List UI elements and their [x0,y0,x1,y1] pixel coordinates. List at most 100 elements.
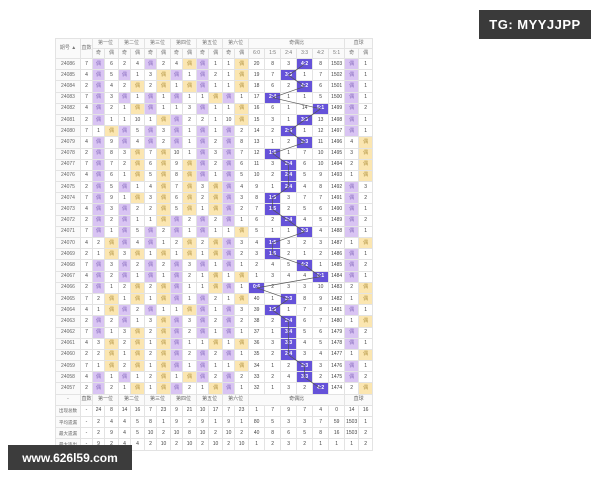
data-cell: 偶 [222,181,236,194]
table-row[interactable]: 24061 4 3 偶 2 偶 1 偶偶 1 1 偶 1 偶 36 3 3:3 4 5 1478 偶 1 [55,337,374,350]
stats-cell: 10 [222,427,236,440]
data-cell: 6 [312,80,330,93]
count-cell: 4 [80,203,93,216]
data-cell: 偶 [118,371,132,384]
issue-number: 24066 [55,281,81,294]
table-row[interactable]: 24073 4 偶 3 偶 2 2 偶 5 偶 1 偶偶 2 7 1:5 2 5 6 1490 偶 1 [55,203,374,216]
data-cell: 偶 [156,326,172,339]
stats-cell: 4 [312,404,330,418]
data-cell: 2 [234,203,250,216]
data-cell: 37 [248,326,266,339]
sub-header-odd: 奇 [144,48,158,59]
stats-cell: 0 [328,404,346,418]
data-cell: 1485 [328,259,346,272]
table-row[interactable]: 24063 2 偶 2 偶 1 3 偶偶 3 偶 2 偶 2 38 2 2:4 6 7 1480 1 偶 [55,315,374,328]
table-row[interactable]: 24067 4 偶 2 偶 1 偶 1 偶 2 1 偶 1 偶 1 3 4 4 5:1 1484 偶 1 [55,270,374,283]
data-cell: 1 [358,69,374,82]
table-row[interactable]: 24057 2 偶 2 1 偶 1 偶偶 2 1 偶偶 1 32 1 3 2 4:2 1474 2 偶 [55,382,374,395]
data-cell: 2 [182,326,198,339]
data-cell: 1475 [328,371,346,384]
table-row[interactable]: 24068 7 偶 3 偶 2 偶 2 偶 3 偶 1 偶 1 2 4 5 4:2 1 1485 偶 2 [55,259,374,272]
data-cell: 1 [196,91,210,104]
table-row[interactable]: 24064 4 1 偶偶 2 偶 1 1 偶偶 1 偶 3 39 1:5 1 7 8 1481 偶 1 [55,304,374,317]
count-cell: 7 [80,259,93,272]
data-cell: 偶 [196,292,210,306]
table-row[interactable]: 24076 4 偶 6 1 偶 5 偶 8 偶偶 1 偶 5 10 2 2:4 5 9 1493 1 偶 [55,169,374,183]
table-row[interactable]: 24086 7 偶 6 2 4 偶 2 4 偶偶 1 1 偶 20 8 3 4:2 8 1503 偶 1 [55,57,374,71]
data-cell: 1486 [328,248,346,261]
data-cell: 1 [144,113,158,127]
table-row[interactable]: 24079 4 偶 9 偶 4 偶 2 偶 1 偶 2 偶 8 13 1 2 3:3 11 1496 4 偶 [55,136,374,149]
table-row[interactable]: 24074 7 偶 9 1 偶 3 偶 6 偶 2 偶偶 3 8 1:5 3 7 7 1491 偶 2 [55,192,374,205]
data-cell: 偶 [222,169,236,183]
tg-watermark: TG: MYYJJPP [479,10,591,39]
issue-header[interactable]: 期号 ▲ [55,38,81,59]
stats-label: 出现总数 [55,404,81,418]
data-cell: 5 [130,225,146,239]
data-cell: 33 [248,371,266,384]
data-cell: 3 [358,181,374,194]
data-cell: 2 [208,69,224,82]
ratio-col-header: 3:3 [296,48,314,59]
table-row[interactable]: 24062 7 偶 1 3 偶 2 偶偶 2 偶 1 偶 1 37 1 3:4 5 6 1479 偶 2 [55,326,374,339]
data-cell: 1 [344,348,360,362]
table-row[interactable]: 24069 2 1 偶 3 偶 1 偶 1 偶 1 偶偶 2 3 1:5 2 1 2 1486 偶 1 [55,248,374,261]
table-row[interactable]: 24083 7 偶 3 偶 1 偶 1 偶 1 1 偶偶 1 17 2:4 1 1 5 1500 偶 1 [55,91,374,104]
table-row[interactable]: 24071 7 偶 1 偶 5 偶 2 偶 1 偶 1 1 偶 5 1 1 3:3 4 1488 偶 1 [55,225,374,239]
ratio-hit-cell: 3:4 [280,326,298,339]
data-cell: 2 [156,136,172,149]
data-cell: 偶 [208,236,224,250]
count-cell: 7 [80,91,93,104]
stats-cell: 2 [358,438,374,451]
data-cell: 1481 [328,304,346,317]
data-cell: 1 [92,360,105,373]
data-cell: 偶 [344,337,360,350]
table-row[interactable]: 24078 2 偶 8 3 偶 7 偶 10 1 偶 3 偶 7 12 1:5 1 7 10 1495 3 偶 [55,147,374,160]
table-row[interactable]: 24077 7 偶 7 2 偶 6 偶 9 偶偶 2 偶 6 11 3 2:4 6 10 1494 2 偶 [55,158,374,171]
data-cell: 偶 [92,80,105,93]
data-cell: 1 [182,136,198,149]
table-row[interactable]: 24075 2 偶 5 偶 1 4 偶 7 偶 3 偶偶 4 9 1 2:4 4 8 1492 偶 3 [55,181,374,194]
data-cell: 9 [312,169,330,183]
data-cell: 2 [234,125,250,138]
table-row[interactable]: 24059 7 1 偶 2 偶 1 偶偶 1 偶 1 1 偶 34 1 2 3:3 3 1476 偶 1 [55,360,374,373]
table-row[interactable]: 24066 2 偶 1 2 偶 2 偶偶 1 1 偶偶 1 0:6 2 3 3 10 1483 2 偶 [55,281,374,294]
data-cell: 偶 [234,337,250,350]
issue-number: 24065 [55,292,81,306]
table-row[interactable]: 24080 7 1 偶偶 5 偶 3 偶 1 偶 1 偶 2 14 2 2:4 1 12 1497 偶 1 [55,125,374,138]
group-header-2: 第二位 [118,38,146,49]
data-cell: 1 [280,113,298,127]
data-cell: 6 [312,326,330,339]
table-row[interactable]: 24060 2 2 偶 1 偶 2 偶偶 2 偶 2 偶 1 35 2 2:4 3 4 1477 1 偶 [55,348,374,362]
data-cell: 偶 [170,315,184,328]
stats-cell: 40 [248,427,266,440]
data-cell: 1493 [328,169,346,183]
data-cell: 1 [358,304,374,317]
ratio-hit-cell: 2:4 [280,181,298,194]
table-row[interactable]: 24072 2 偶 2 偶 1 1 偶偶 2 偶 2 偶 1 6 2 2:4 4 5 1489 偶 2 [55,214,374,227]
data-cell: 1489 [328,214,346,227]
data-cell: 偶 [196,169,210,183]
data-cell: 偶 [156,181,172,194]
data-cell: 1480 [328,315,346,328]
data-cell: 2 [312,371,330,384]
data-cell: 2 [264,348,282,362]
data-cell: 偶 [170,360,184,373]
count-cell: 2 [80,315,93,328]
data-cell: 偶 [222,91,236,104]
table-row[interactable]: 24081 2 偶 1 1 10 1 偶偶 2 2 1 10 偶 15 3 1 3:3 13 1498 偶 1 [55,113,374,127]
table-row[interactable]: 24065 7 2 偶 1 偶 1 偶偶 1 偶 2 1 偶 40 1 3:3 8 9 1482 1 偶 [55,292,374,306]
data-cell: 偶 [222,248,236,261]
data-cell: 偶 [156,360,172,373]
data-cell: 6 [312,203,330,216]
table-row[interactable]: 24070 4 2 偶偶 4 偶 1 2 偶 2 偶偶 3 4 1:5 3 2 3 1487 1 偶 [55,236,374,250]
stats-cell: 2 [222,438,236,451]
table-row[interactable]: 24085 4 偶 5 偶 1 3 偶偶 1 偶 2 1 偶 19 7 3:3 1 7 1502 偶 1 [55,69,374,82]
table-row[interactable]: 24082 4 偶 2 1 偶偶 1 1 3 偶 1 1 偶 16 6 1 14 5:1 1499 偶 2 [55,102,374,115]
table-row[interactable]: 24058 4 偶 1 偶 1 2 偶 1 偶偶 2 偶 2 33 2 4 3:3 2 1475 偶 2 [55,371,374,384]
data-cell: 1 [118,382,132,395]
data-cell: 1 [156,270,172,283]
data-cell: 4 [170,57,184,71]
table-row[interactable]: 24084 2 偶 4 2 偶 2 偶 1 偶偶 1 1 偶 18 6 2 4:2 6 1501 偶 1 [55,80,374,93]
issue-number: 24083 [55,91,81,104]
